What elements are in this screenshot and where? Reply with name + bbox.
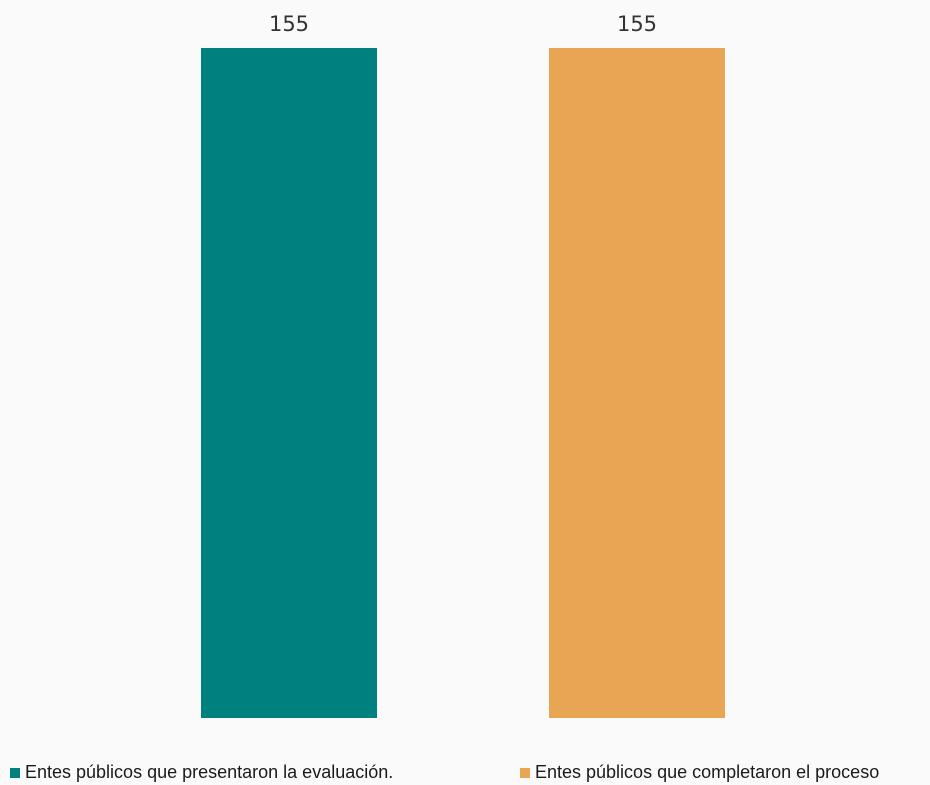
legend-item-completaron: Entes públicos que completaron el proces… (520, 762, 879, 783)
legend-label-presentaron: Entes públicos que presentaron la evalua… (25, 762, 393, 783)
bar-chart: 155 155 (0, 0, 930, 760)
legend-swatch-orange (520, 768, 530, 778)
data-label-completaron: 155 (617, 12, 657, 36)
legend: Entes públicos que presentaron la evalua… (0, 762, 930, 784)
bar-presentaron (201, 48, 377, 718)
legend-label-completaron: Entes públicos que completaron el proces… (535, 762, 879, 783)
legend-item-presentaron: Entes públicos que presentaron la evalua… (10, 762, 393, 783)
bar-completaron (549, 48, 725, 718)
data-label-presentaron: 155 (269, 12, 309, 36)
legend-swatch-teal (10, 768, 20, 778)
